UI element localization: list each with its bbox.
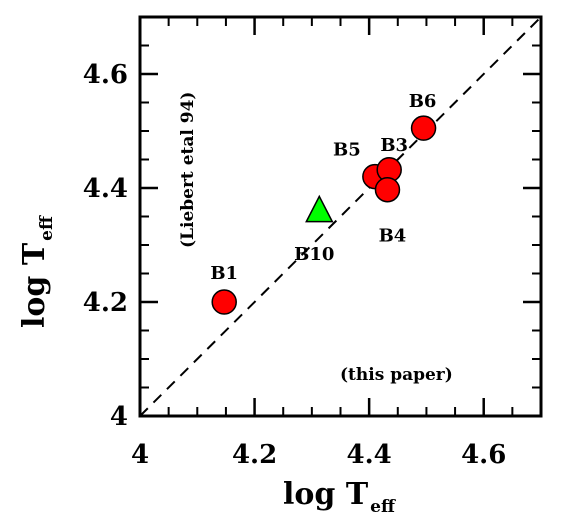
point-b1-marker <box>211 289 237 315</box>
point-b1-label: B1 <box>210 263 238 284</box>
point-labels: B1 B10 B5 B3 B4 B6 <box>210 91 436 284</box>
point-b3-label: B3 <box>380 135 408 156</box>
x-tick-label: 4.2 <box>232 440 277 470</box>
point-b6-label: B6 <box>409 91 437 112</box>
y-tick-label: 4.2 <box>83 288 128 318</box>
point-b6-marker <box>410 115 437 141</box>
y-tick-label: 4 <box>110 402 128 432</box>
y-tick-label: 4.6 <box>83 60 128 90</box>
y-axis-title: log Teff <box>17 215 57 328</box>
point-b10-label: B10 <box>294 244 334 265</box>
data-points <box>211 115 437 315</box>
x-axis-source-annotation: (this paper) <box>340 365 453 385</box>
point-b4-marker <box>374 176 401 203</box>
y-tick-label: 4.4 <box>83 174 128 204</box>
point-b4-label: B4 <box>379 226 407 247</box>
y-axis-source-annotation: (Liebert etal 94) <box>178 92 198 248</box>
point-b5-label: B5 <box>333 140 361 161</box>
tick-labels: 4 4.2 4.4 4.6 4 4.2 4.4 4.6 <box>83 60 507 470</box>
one-to-one-reference-line <box>139 16 542 417</box>
x-tick-label: 4.6 <box>461 440 506 470</box>
point-b10-marker <box>305 194 334 223</box>
plot-frame <box>138 15 543 418</box>
x-tick-label: 4 <box>131 440 149 470</box>
x-tick-label: 4.4 <box>347 440 392 470</box>
